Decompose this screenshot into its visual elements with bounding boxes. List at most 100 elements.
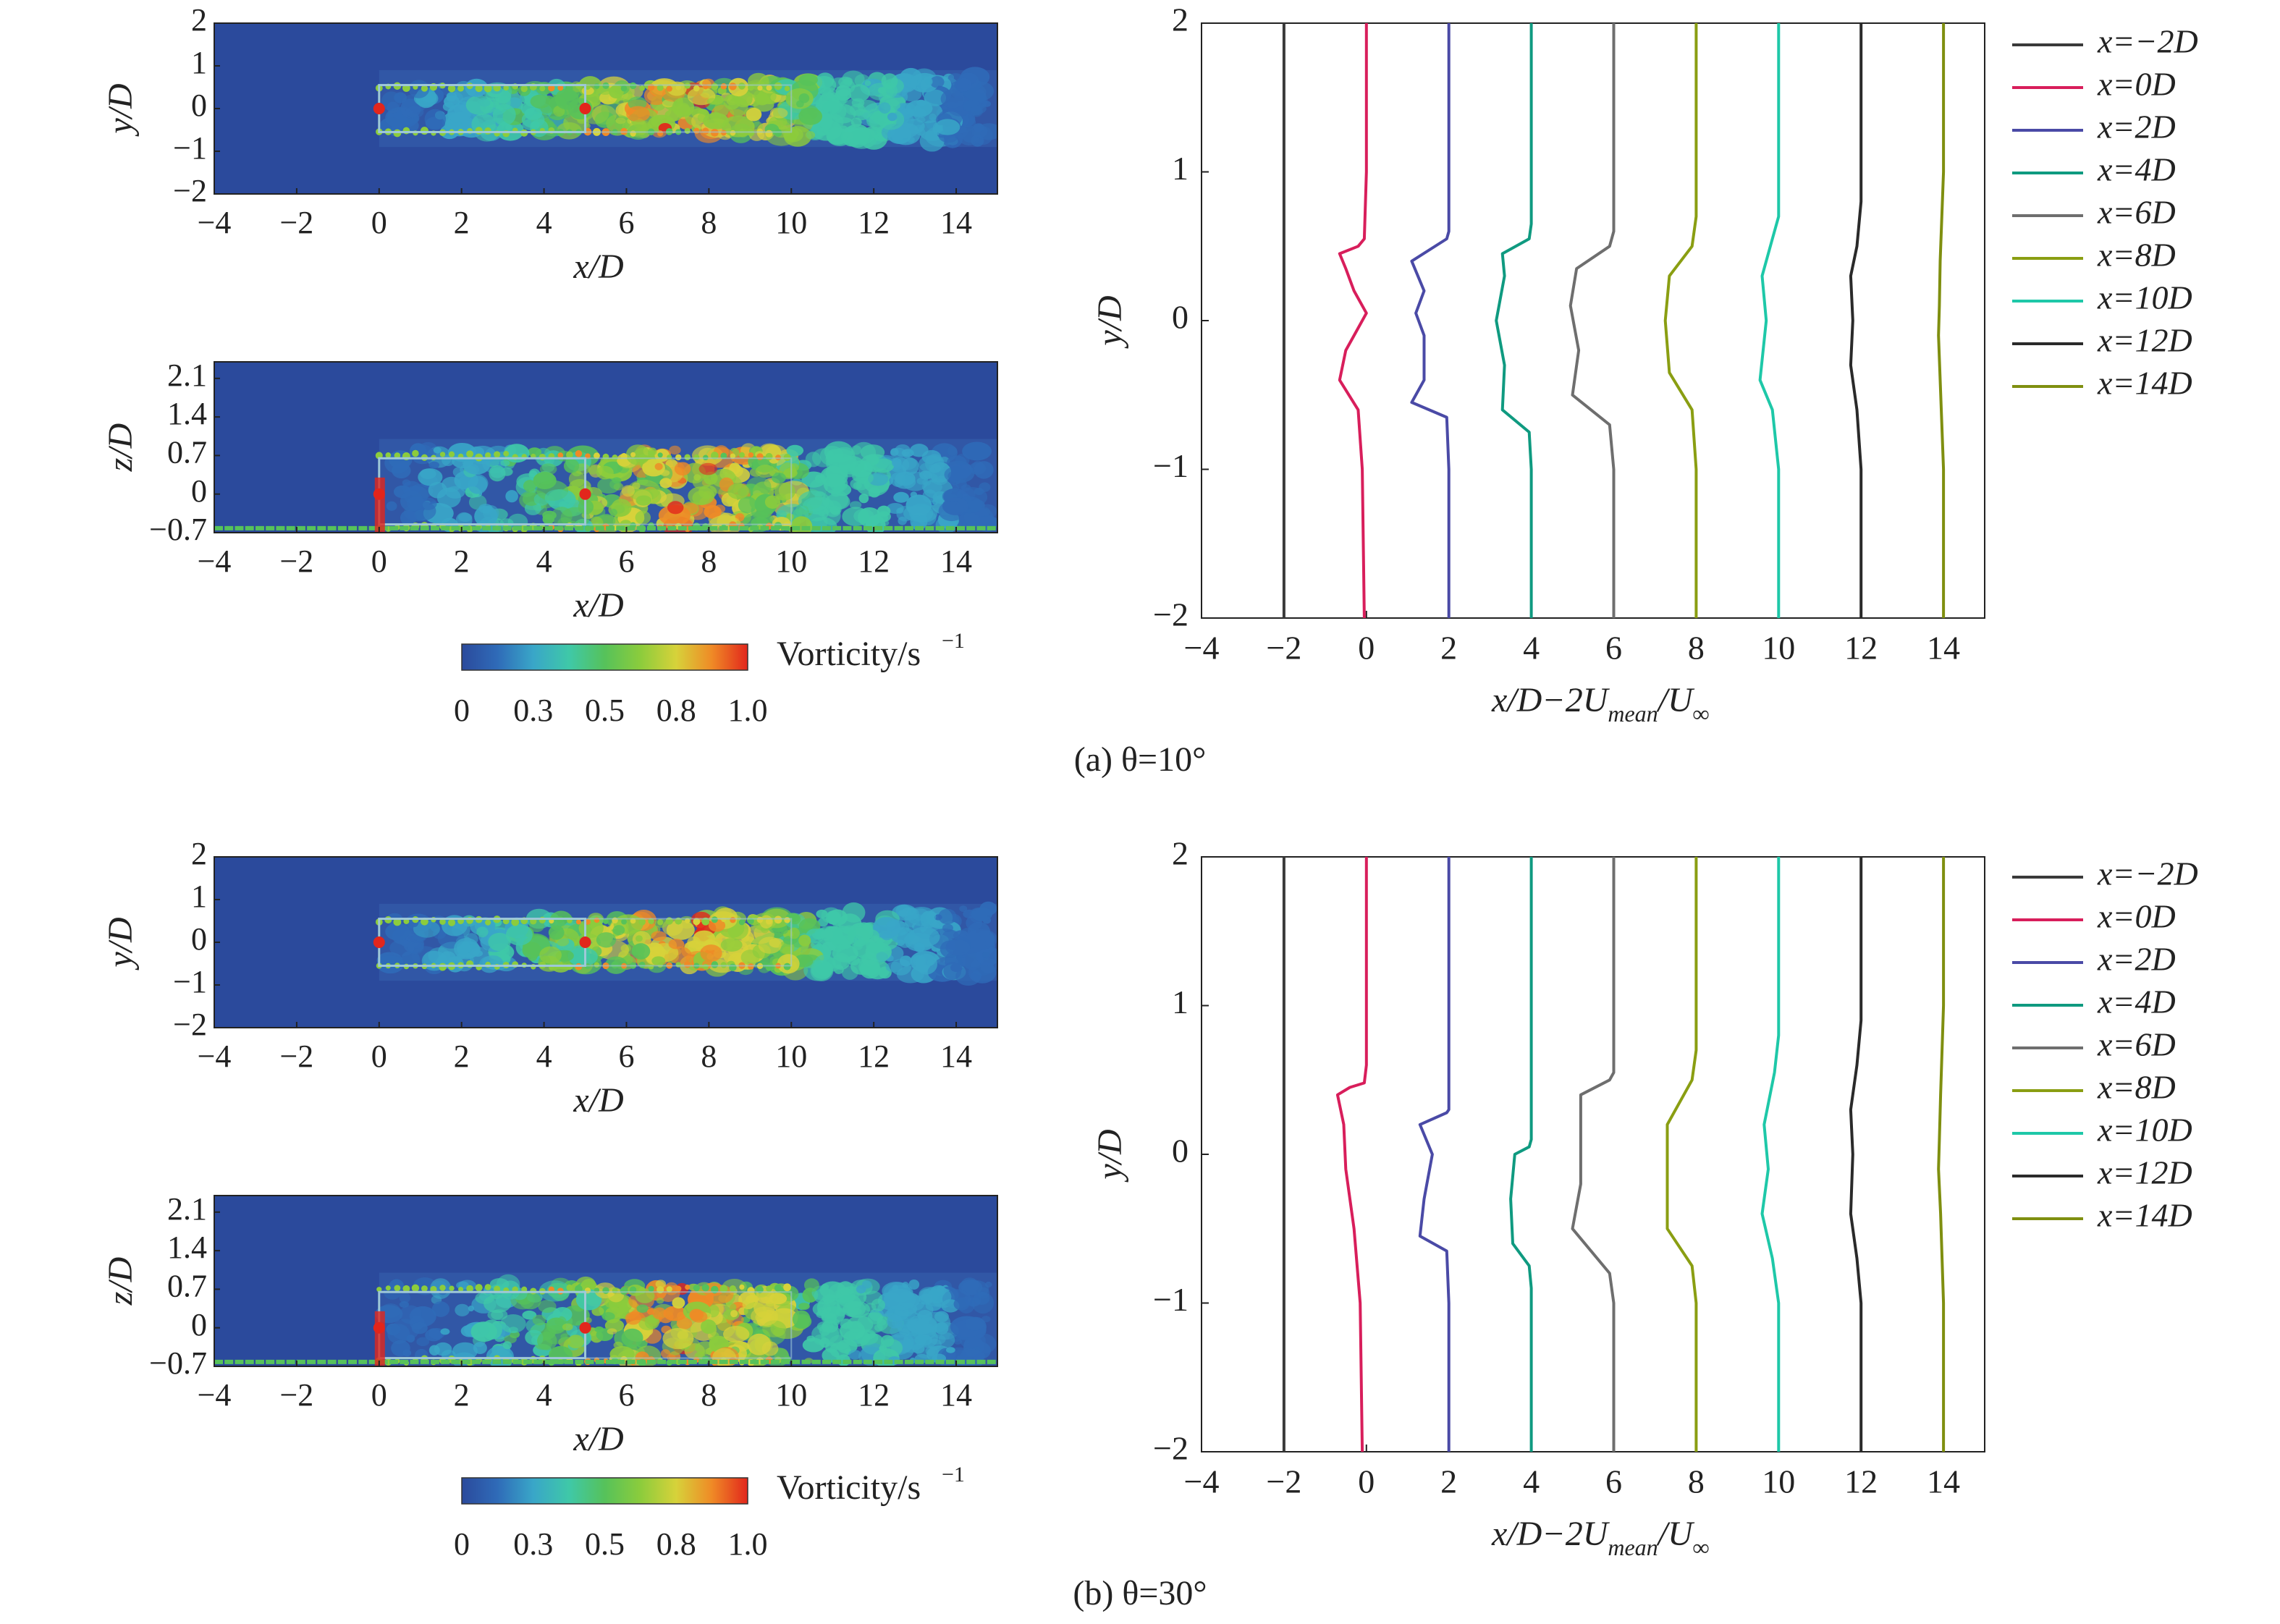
colorbar-tick-label: 1.0 [728, 1526, 768, 1562]
vortex-blob [974, 461, 994, 479]
series-line [1758, 23, 1781, 618]
vortex-blob [659, 470, 670, 476]
shear-layer-blob [520, 85, 528, 93]
ground-layer [595, 1359, 604, 1364]
vortex-blob [556, 936, 570, 947]
ground-layer [966, 1359, 976, 1364]
shear-layer-blob [548, 84, 555, 92]
ground-layer [451, 1359, 460, 1364]
vortex-blob [693, 930, 716, 946]
plot-frame [214, 361, 998, 533]
vortex-blob [625, 444, 650, 465]
vortex-blob [915, 953, 938, 975]
shear-layer-blob [720, 452, 727, 460]
vortex-blob [881, 83, 898, 99]
shear-layer-blob [484, 84, 492, 93]
vortex-blob [587, 465, 599, 475]
x-tick-label: 4 [1523, 1463, 1540, 1500]
vortex-blob [755, 465, 776, 478]
ground-layer [781, 1359, 790, 1364]
ground-layer [925, 1359, 934, 1364]
x-axis-label-part: ∞ [1693, 701, 1710, 727]
vortex-blob [523, 480, 536, 492]
vortex-blob [455, 1303, 470, 1316]
y-tick-label: −2 [1153, 1430, 1188, 1467]
shear-layer-blob [765, 130, 773, 138]
velocity-profile-chart-5: −4 −2 0 2 4 6 8 10 12 14210−1−2x=−2Dx=0Dx=2Dx=4Dx… [1091, 835, 2198, 1561]
x-tick-label: −4 [198, 1039, 232, 1074]
vortex-blob [400, 491, 423, 512]
shear-layer-blob [693, 918, 701, 926]
vortex-blob [819, 113, 844, 132]
vortex-blob [887, 112, 898, 122]
ground-layer [760, 1359, 769, 1364]
colorbar-gradient [461, 643, 748, 671]
vortex-blob [980, 957, 997, 974]
ground-layer [698, 525, 708, 530]
shear-layer-blob [539, 85, 546, 92]
legend-label: x=4D [2097, 984, 2176, 1020]
vortex-blob [539, 946, 562, 964]
shear-layer-blob [466, 450, 474, 458]
vortex-blob [877, 511, 891, 523]
colorbar-gradient [461, 1477, 748, 1505]
series-line [1849, 23, 1863, 618]
ground-layer [863, 1359, 872, 1364]
x-tick-label: 14 [1927, 630, 1960, 667]
series-line [1335, 857, 1368, 1452]
x-tick-label: 8 [701, 1039, 717, 1074]
shear-layer-blob [684, 127, 691, 134]
ground-layer [811, 1359, 821, 1364]
vortex-blob [918, 462, 936, 480]
shear-layer-blob [457, 85, 465, 92]
ground-layer [709, 525, 718, 530]
vortex-blob [751, 1306, 779, 1327]
vortex-blob [411, 1321, 428, 1335]
shear-layer-blob [621, 918, 627, 925]
shear-layer-blob [402, 1285, 410, 1293]
vortex-blob [537, 1332, 557, 1350]
ground-layer [307, 1359, 316, 1364]
vortex-blob [829, 1335, 850, 1350]
y-axis-label: y/D [101, 83, 140, 137]
x-axis-label: x/D [573, 1420, 623, 1458]
vortex-blob [655, 1280, 667, 1289]
shear-layer-blob [439, 963, 447, 971]
y-axis-label: y/D [101, 917, 140, 970]
ground-layer [235, 525, 244, 530]
colorbar-tick-label: 0.3 [513, 693, 553, 728]
x-tick-label: 12 [1844, 1463, 1878, 1500]
vortex-blob [816, 72, 835, 89]
legend-label: x=8D [2097, 1069, 2176, 1106]
vortex-blob [982, 951, 989, 958]
vortex-blob [465, 933, 478, 945]
vortex-blob [606, 114, 630, 132]
ground-layer [904, 1359, 913, 1364]
x-tick-label: −4 [198, 544, 232, 579]
shear-layer-blob [638, 961, 646, 968]
vortex-blob [886, 502, 904, 514]
shear-layer-blob [766, 918, 772, 925]
shear-layer-blob [766, 1285, 772, 1293]
vortex-blob [819, 1281, 846, 1299]
vortex-blob [660, 1349, 671, 1358]
ground-layer [843, 525, 852, 530]
ground-layer [894, 525, 903, 530]
vortex-blob [400, 509, 417, 526]
shear-layer-blob [594, 452, 600, 460]
vortex-blob [843, 1301, 866, 1318]
vortex-blob [848, 1350, 862, 1360]
legend-label: x=10D [2097, 279, 2192, 316]
shear-layer-blob [729, 963, 737, 971]
vortex-blob [666, 920, 695, 940]
ground-layer [832, 1359, 842, 1364]
shear-layer-blob [701, 1284, 709, 1292]
ground-layer [296, 1359, 305, 1364]
vortex-blob [730, 1310, 738, 1318]
shear-layer-blob [494, 451, 501, 458]
colorbar-label-exponent: −1 [942, 629, 965, 653]
shear-layer-blob [503, 450, 510, 457]
ground-layer [389, 1359, 399, 1364]
legend-label: x=14D [2097, 1197, 2192, 1234]
